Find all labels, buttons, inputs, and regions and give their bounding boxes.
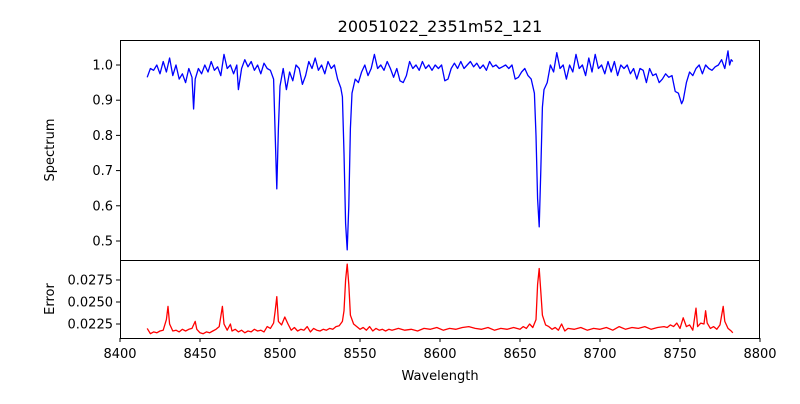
spectrum-y-tick-label: 0.9 xyxy=(92,94,113,109)
x-tick-label: 8400 xyxy=(103,347,136,362)
x-tick-label: 8700 xyxy=(583,347,616,362)
chart-title: 20051022_2351m52_121 xyxy=(338,17,543,37)
error-y-tick-label: 0.0225 xyxy=(68,318,114,333)
error-y-tick-label: 0.0275 xyxy=(68,273,114,288)
x-tick-label: 8600 xyxy=(423,347,456,362)
spectrum-y-tick-label: 1.0 xyxy=(92,58,113,73)
error-series-line xyxy=(146,263,734,335)
spectrum-axes-frame xyxy=(120,40,760,261)
x-tick-label: 8800 xyxy=(743,347,776,362)
x-tick-label: 8450 xyxy=(183,347,216,362)
x-tick-label: 8500 xyxy=(263,347,296,362)
spectrum-y-tick-label: 0.7 xyxy=(92,164,113,179)
spectrum-series-line xyxy=(146,50,734,251)
error-y-label: Error xyxy=(43,283,58,315)
x-tick-label: 8750 xyxy=(663,347,696,362)
spectrum-y-label: Spectrum xyxy=(43,119,58,182)
spectrum-y-tick-label: 0.8 xyxy=(92,129,113,144)
x-tick-label: 8650 xyxy=(503,347,536,362)
x-axis-label: Wavelength xyxy=(401,369,478,384)
spectrum-y-tick-label: 0.5 xyxy=(92,234,113,249)
spectrum-y-tick-label: 0.6 xyxy=(92,199,113,214)
x-tick-label: 8550 xyxy=(343,347,376,362)
error-y-tick-label: 0.0250 xyxy=(68,295,114,310)
